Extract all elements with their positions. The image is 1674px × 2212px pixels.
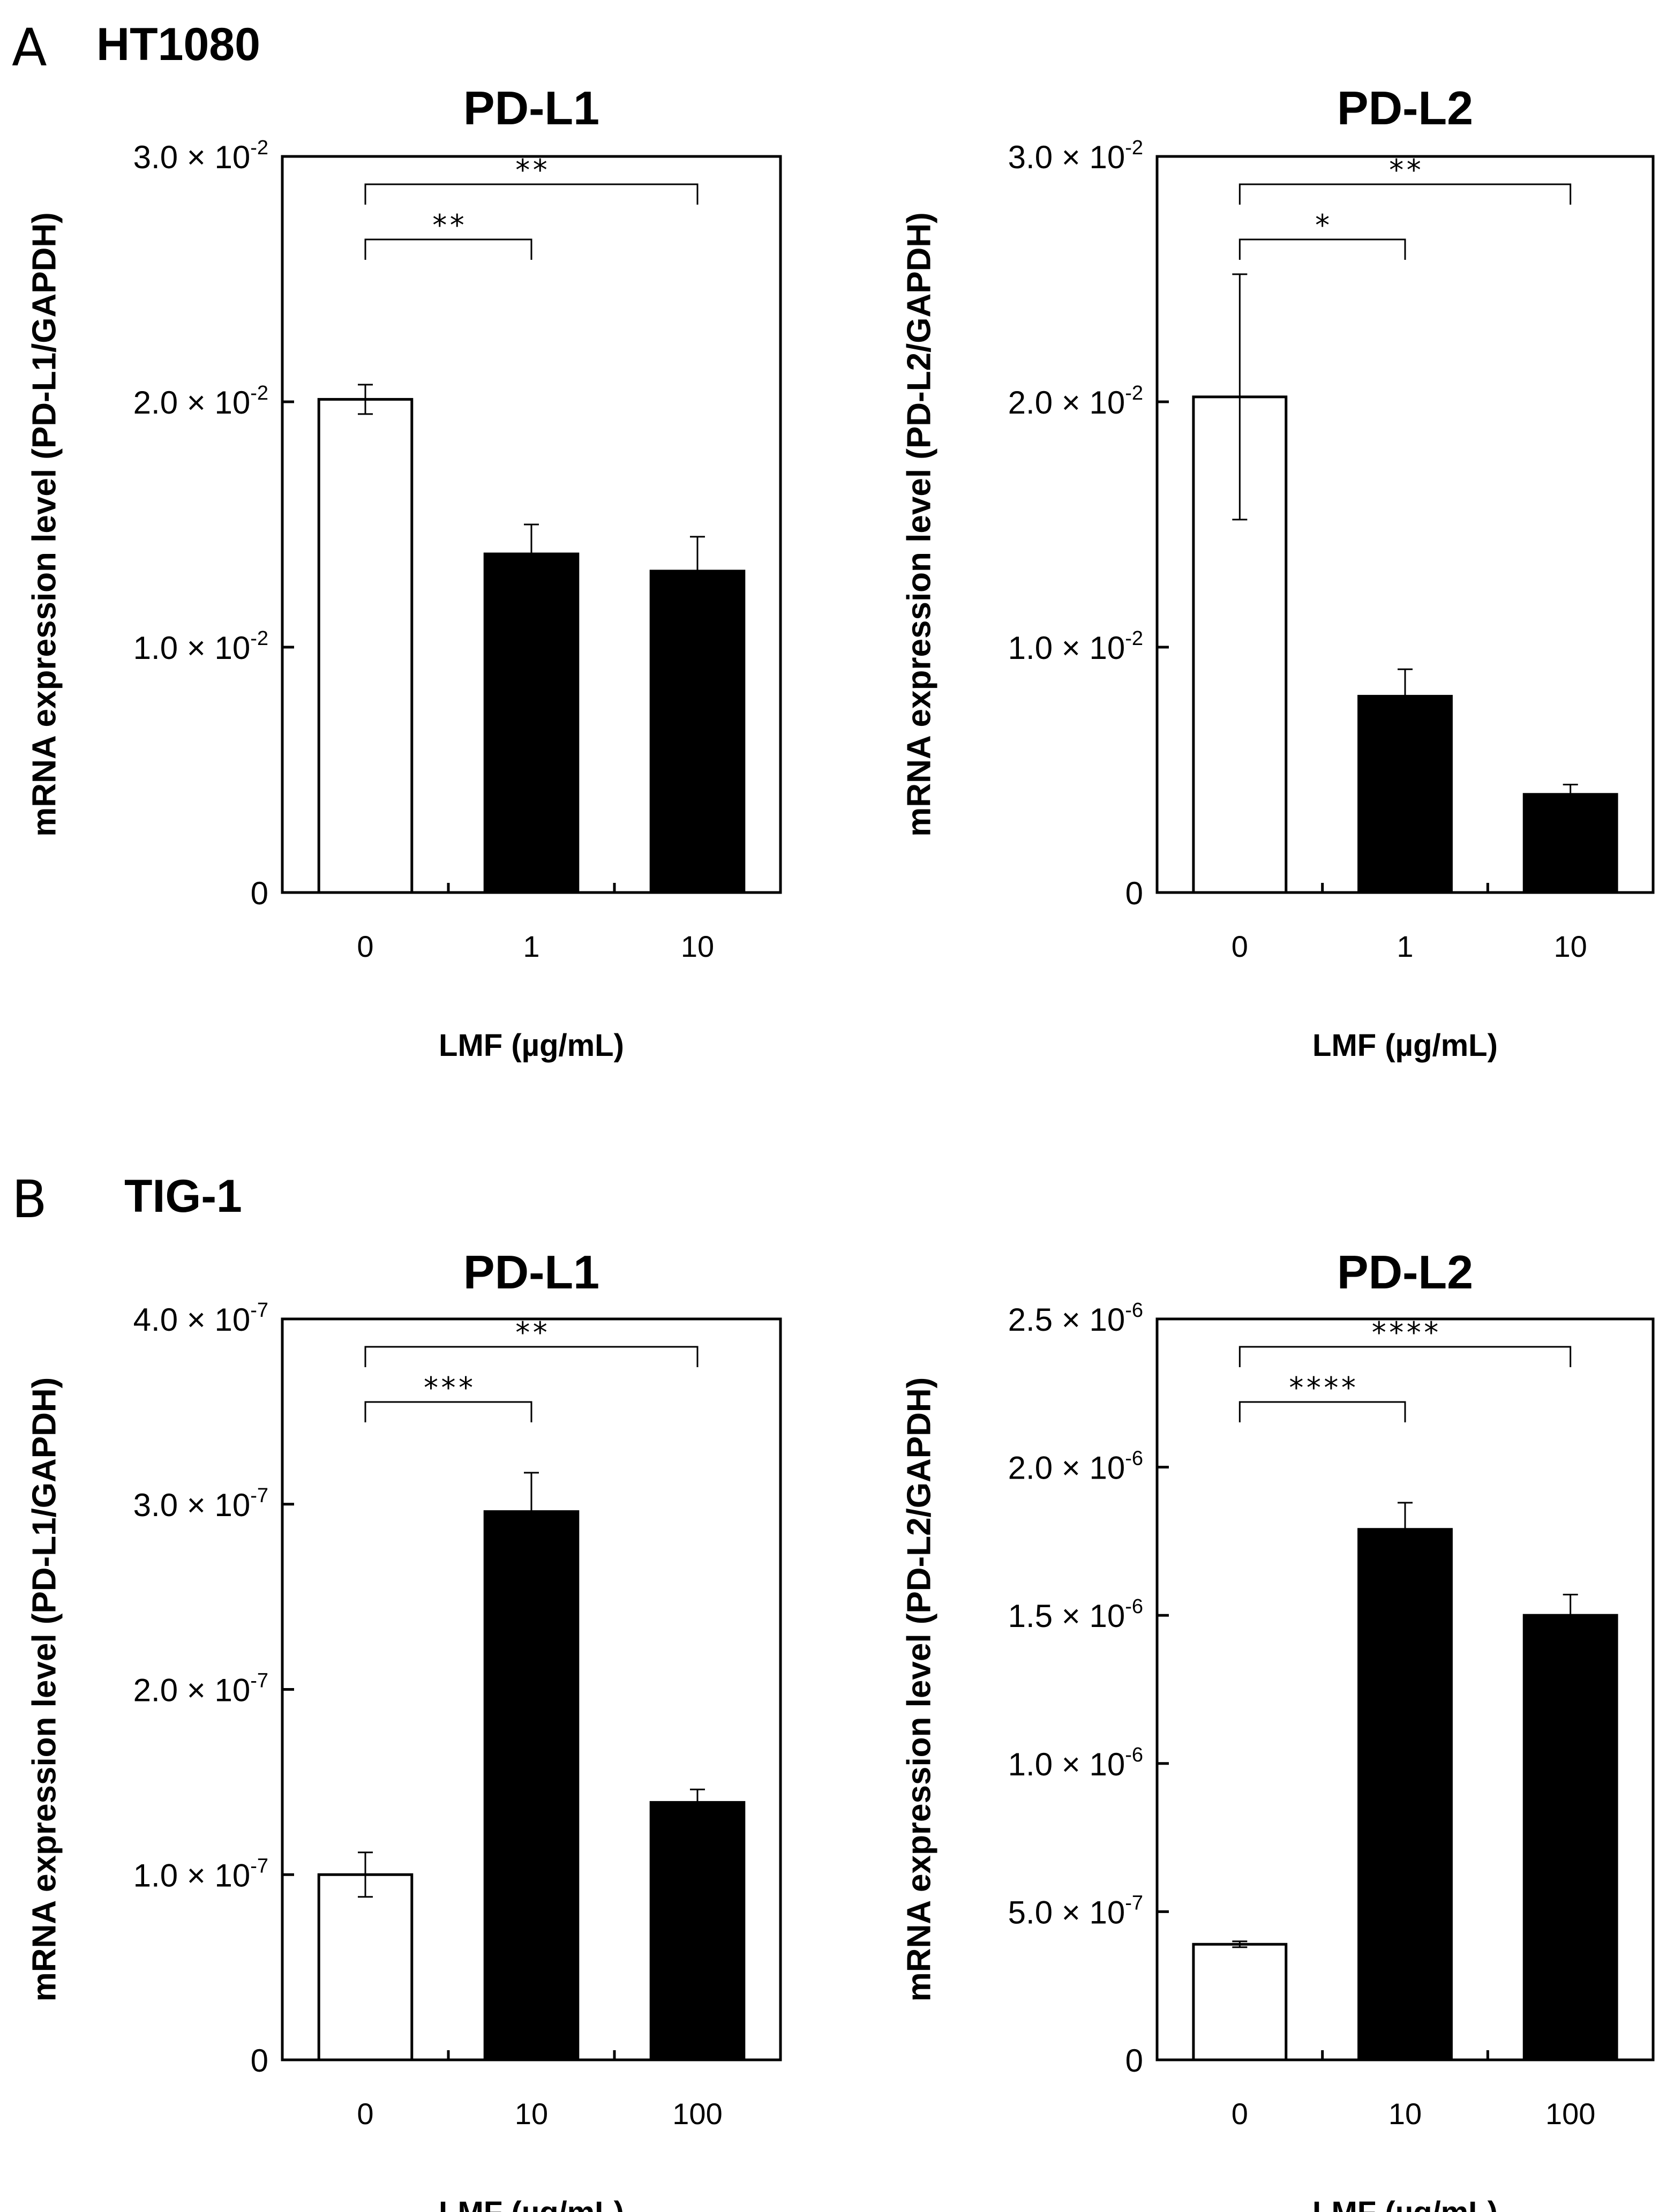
b-pd-l2-ytick-label-3: 1.5 × 10-6 [1008, 1595, 1143, 1634]
b-pd-l1-bar-2 [649, 1801, 746, 2061]
a-pd-l2-ytick-label-3: 3.0 × 10-2 [1008, 137, 1143, 175]
b-pd-l2-ytick-label-5: 2.5 × 10-6 [1008, 1299, 1143, 1338]
a-pd-l1-ylabel: mRNA expression level (PD-L1/GAPDH) [26, 212, 63, 837]
a-pd-l1-title: PD-L1 [463, 81, 599, 134]
b-pd-l2-xtick-label-0: 0 [1232, 2097, 1248, 2131]
a-pd-l2-xtick-label-1: 1 [1397, 929, 1413, 963]
b-pd-l2-xtick-label-2: 100 [1545, 2097, 1595, 2131]
a-pd-l2-bar-2 [1522, 793, 1618, 894]
b-pd-l2-ytick-label-1: 5.0 × 10-7 [1008, 1892, 1143, 1930]
a-pd-l2-sig-bracket-1 [1238, 183, 1572, 205]
b-pd-l1-xlabel: LMF (µg/mL) [439, 2195, 624, 2212]
a-pd-l1-ytick-label-2: 2.0 × 10-2 [133, 382, 268, 421]
a-pd-l1-bar-2 [649, 569, 746, 894]
b-pd-l1-ytick-label-4: 4.0 × 10-7 [133, 1299, 268, 1338]
a-pd-l1-xtick-label-2: 10 [681, 929, 714, 963]
b-pd-l1-ytick-label-3: 3.0 × 10-7 [133, 1484, 268, 1523]
b-pd-l2-ytick-label-4: 2.0 × 10-6 [1008, 1448, 1143, 1486]
b-pd-l1-bar-0 [317, 1873, 414, 2061]
a-pd-l1-xtick-label-0: 0 [357, 929, 373, 963]
a-pd-l1-bar-1 [483, 552, 580, 894]
a-pd-l1-ytick-label-0: 0 [251, 875, 268, 911]
a-pd-l1-sig-bracket-0 [364, 238, 532, 260]
b-pd-l1-ytick-label-0: 0 [251, 2043, 268, 2079]
b-pd-l1-sig-label-0: *** [422, 1371, 475, 1405]
a-pd-l1-sig-label-1: ** [514, 153, 549, 187]
b-pd-l2-xlabel: LMF (µg/mL) [1312, 2195, 1498, 2212]
b-pd-l1-ytick-label-1: 1.0 × 10-7 [133, 1855, 268, 1893]
chart-b-pd-l1: PD-L1 mRNA expression level (PD-L1/GAPDH)… [26, 1246, 782, 2212]
chart-b-pd-l2: PD-L2 mRNA expression level (PD-L2/GAPDH)… [900, 1246, 1655, 2212]
b-pd-l2-ytick-label-0: 0 [1125, 2043, 1143, 2079]
b-pd-l1-xtick-label-2: 100 [672, 2097, 722, 2131]
a-pd-l2-ylabel: mRNA expression level (PD-L2/GAPDH) [900, 212, 937, 837]
chart-a-pd-l1: PD-L1 mRNA expression level (PD-L1/GAPDH)… [26, 81, 782, 1063]
b-pd-l1-sig-bracket-0 [364, 1401, 532, 1422]
b-pd-l2-title: PD-L2 [1337, 1246, 1473, 1299]
panel-a-cell-line: HT1080 [96, 19, 260, 70]
b-pd-l2-ylabel: mRNA expression level (PD-L2/GAPDH) [900, 1377, 937, 2002]
a-pd-l1-xlabel: LMF (µg/mL) [439, 1028, 624, 1063]
b-pd-l2-ytick-label-2: 1.0 × 10-6 [1008, 1744, 1143, 1782]
a-pd-l1-xtick-label-1: 1 [523, 929, 539, 963]
panel-b-cell-line: TIG-1 [124, 1171, 242, 1222]
b-pd-l2-sig-label-1: **** [1370, 1316, 1440, 1349]
a-pd-l1-sig-bracket-1 [364, 183, 699, 205]
b-pd-l1-sig-bracket-1 [364, 1346, 699, 1367]
b-pd-l2-xtick-label-1: 10 [1388, 2097, 1422, 2131]
chart-a-pd-l2: PD-L2 mRNA expression level (PD-L2/GAPDH)… [900, 81, 1655, 1063]
a-pd-l2-ytick-label-0: 0 [1125, 875, 1143, 911]
b-pd-l2-bar-1 [1357, 1528, 1453, 2061]
a-pd-l2-sig-bracket-0 [1238, 238, 1406, 260]
a-pd-l2-xtick-label-0: 0 [1232, 929, 1248, 963]
a-pd-l2-sig-label-0: * [1313, 208, 1331, 242]
a-pd-l2-bar-1 [1357, 695, 1453, 894]
b-pd-l2-sig-bracket-1 [1238, 1346, 1572, 1367]
a-pd-l2-title: PD-L2 [1337, 81, 1473, 134]
b-pd-l1-bar-1 [483, 1510, 580, 2061]
panel-a-letter: A [12, 18, 47, 78]
a-pd-l1-bar-0 [317, 398, 414, 894]
b-pd-l2-bar-0 [1192, 1943, 1288, 2061]
a-pd-l2-ytick-label-1: 1.0 × 10-2 [1008, 627, 1143, 666]
a-pd-l1-sig-label-0: ** [431, 208, 466, 242]
a-pd-l2-ytick-label-2: 2.0 × 10-2 [1008, 382, 1143, 421]
b-pd-l1-xtick-label-0: 0 [357, 2097, 373, 2131]
b-pd-l2-sig-bracket-0 [1238, 1401, 1406, 1422]
panel-b-letter: B [12, 1169, 47, 1229]
b-pd-l1-ytick-label-2: 2.0 × 10-7 [133, 1670, 268, 1708]
a-pd-l2-xlabel: LMF (µg/mL) [1312, 1028, 1498, 1063]
b-pd-l1-sig-label-1: ** [514, 1316, 549, 1349]
b-pd-l1-xtick-label-1: 10 [515, 2097, 548, 2131]
b-pd-l2-bar-2 [1522, 1614, 1618, 2061]
a-pd-l1-ytick-label-3: 3.0 × 10-2 [133, 137, 268, 175]
b-pd-l1-ylabel: mRNA expression level (PD-L1/GAPDH) [26, 1377, 63, 2002]
a-pd-l1-ytick-label-1: 1.0 × 10-2 [133, 627, 268, 666]
a-pd-l2-xtick-label-2: 10 [1554, 929, 1587, 963]
a-pd-l2-sig-label-1: ** [1387, 153, 1422, 187]
b-pd-l2-sig-label-0: **** [1288, 1371, 1357, 1405]
b-pd-l1-title: PD-L1 [463, 1246, 599, 1299]
